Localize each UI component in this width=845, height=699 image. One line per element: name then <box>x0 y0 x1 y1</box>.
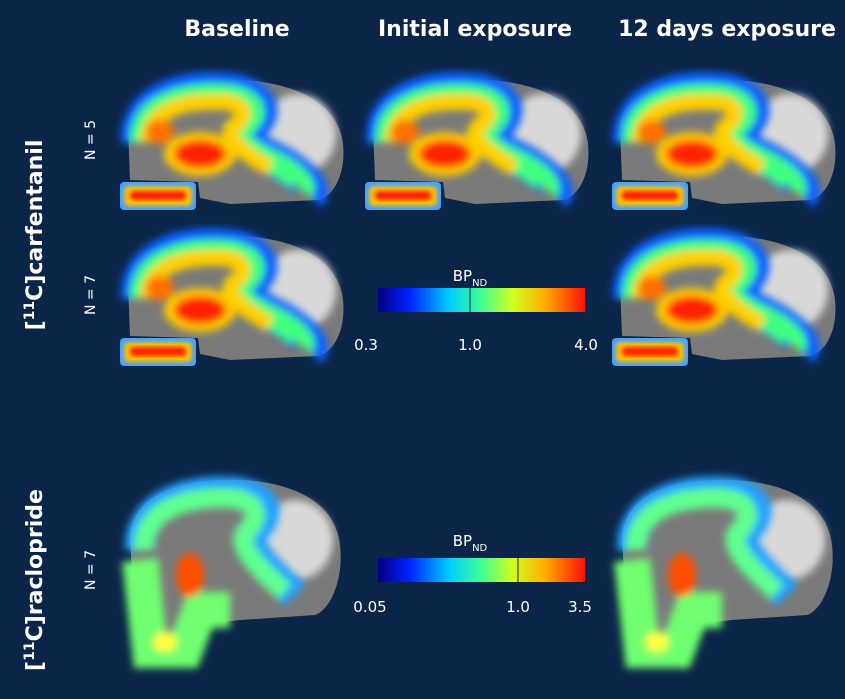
colorbar <box>378 288 585 312</box>
colorbar-tick-label: 4.0 <box>574 336 598 354</box>
group-label: N = 7 <box>83 275 99 315</box>
colorbar-label-main: BP <box>453 267 472 285</box>
group-label: N = 5 <box>83 120 99 160</box>
row-label-sup: 11 <box>22 301 38 320</box>
brain-image <box>120 79 343 210</box>
row-label: [11C]carfentanil <box>22 140 48 331</box>
colorbar-label: BPND <box>453 532 488 554</box>
brain-image <box>130 480 341 660</box>
colorbar-label: BPND <box>453 267 488 289</box>
colorbar-label-sub: ND <box>472 278 487 289</box>
colorbar-tick-label: 0.3 <box>354 336 378 354</box>
colorbar-label-sub: ND <box>472 543 487 554</box>
brain-image <box>365 79 588 210</box>
row-label-prefix: [ <box>23 661 48 671</box>
row-label-prefix: [ <box>23 320 48 330</box>
column-header: 12 days exposure <box>618 17 836 42</box>
colorbar-tick-label: 1.0 <box>458 336 482 354</box>
column-header: Baseline <box>184 17 289 42</box>
colorbar <box>378 558 585 582</box>
row-label-rest: C]carfentanil <box>23 140 48 301</box>
colorbar-tick-label: 3.5 <box>568 598 592 616</box>
row-label-rest: C]raclopride <box>23 489 48 641</box>
brain-image <box>612 79 835 210</box>
colorbar-tick-label: 0.05 <box>353 598 386 616</box>
brain-image <box>120 235 343 366</box>
row-label: [11C]raclopride <box>22 489 48 671</box>
column-header: Initial exposure <box>378 17 572 42</box>
group-label: N = 7 <box>83 550 99 590</box>
brain-image <box>612 235 835 366</box>
colorbar-tick-label: 1.0 <box>506 598 530 616</box>
brain-image <box>622 480 833 660</box>
colorbar-label-main: BP <box>453 532 472 550</box>
row-label-sup: 11 <box>22 641 38 660</box>
